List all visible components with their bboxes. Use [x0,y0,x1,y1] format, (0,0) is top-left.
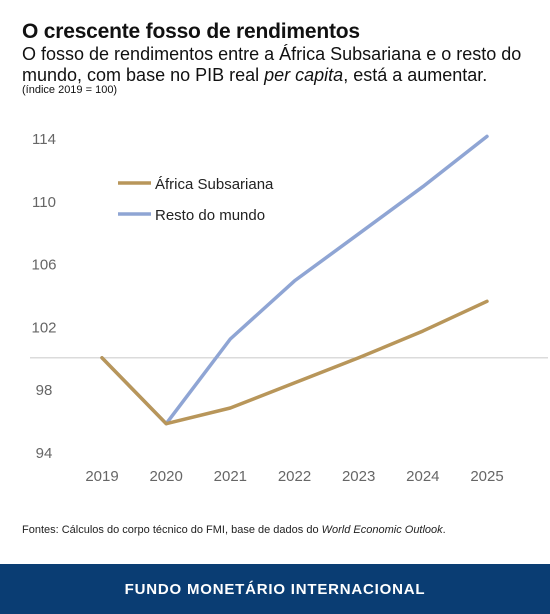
x-tick-label: 2022 [278,468,311,485]
x-tick-label: 2023 [342,468,375,485]
y-tick-label: 114 [32,131,56,148]
footer-label: FUNDO MONETÁRIO INTERNACIONAL [124,580,426,598]
subtitle-end: , está a aumentar. [343,65,488,85]
x-tick-label: 2020 [149,468,182,485]
source-note: Fontes: Cálculos do corpo técnico do FMI… [22,524,446,536]
source-end: . [442,524,446,536]
y-tick-label: 110 [32,194,56,211]
legend-label: Resto do mundo [155,207,265,224]
subtitle-text: O fosso de rendimentos entre a África Su… [22,44,522,85]
y-tick-label: 106 [31,257,56,274]
source-database: World Economic Outlook [321,524,443,536]
y-tick-label: 102 [31,319,56,336]
x-tick-label: 2021 [214,468,247,485]
y-tick-label: 98 [36,382,53,399]
line-chart: 94 98 102 106 110 114 2019 2020 2021 2022 2023 2024… [30,131,548,485]
y-tick-label: 94 [36,445,53,462]
x-tick-label: 2024 [406,468,439,485]
source-text: Fontes: Cálculos do corpo técnico do FMI… [22,524,322,536]
chart-subtitle: O fosso de rendimentos entre a África Su… [22,44,522,86]
legend-label: África Subsariana [155,176,274,193]
x-tick-label: 2019 [85,468,118,485]
subtitle-emphasis: per capita [264,65,344,85]
series-line-africa-subsariana [100,299,489,426]
chart-unit-note: (índice 2019 = 100) [22,84,118,96]
chart-title: O crescente fosso de rendimentos [22,20,360,43]
footer-bar: FUNDO MONETÁRIO INTERNACIONAL [0,564,550,614]
x-tick-label: 2025 [470,468,503,485]
